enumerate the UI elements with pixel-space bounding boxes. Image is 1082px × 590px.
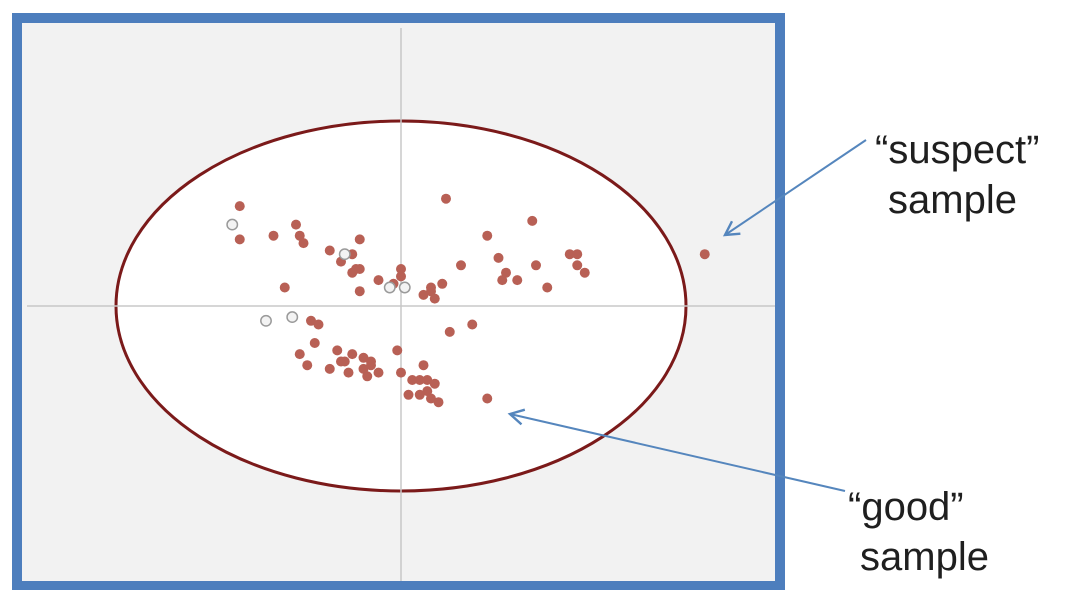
data-point [396, 264, 406, 274]
data-point [456, 260, 466, 271]
data-point [418, 289, 429, 300]
data-point [482, 393, 493, 404]
data-point [572, 260, 583, 271]
data-point [291, 219, 301, 230]
data-point [354, 264, 365, 274]
hollow-data-point [338, 248, 351, 261]
data-point [531, 260, 541, 271]
data-point [332, 345, 343, 356]
data-point [482, 230, 493, 241]
data-point [444, 326, 455, 337]
data-point [403, 389, 414, 400]
suspect-arrow [722, 139, 867, 237]
data-point [441, 193, 451, 204]
data-point [497, 275, 508, 286]
data-point [343, 367, 354, 378]
data-point [268, 230, 279, 241]
data-point [527, 215, 538, 226]
data-point [422, 375, 433, 385]
data-point [437, 278, 448, 289]
data-point [373, 275, 384, 286]
data-point [414, 389, 425, 400]
data-point [493, 252, 504, 263]
data-point [347, 267, 358, 278]
good-arrow [507, 408, 846, 492]
data-point [294, 349, 305, 360]
data-point [234, 234, 245, 245]
data-point [306, 315, 316, 326]
data-point [324, 245, 335, 256]
data-point [426, 393, 436, 404]
data-point [579, 267, 590, 278]
data-point [313, 319, 324, 330]
data-point [302, 360, 313, 371]
data-point [324, 363, 335, 374]
data-point [392, 345, 403, 356]
data-point [279, 282, 290, 293]
data-point [347, 349, 358, 360]
data-point [407, 375, 418, 385]
data-point [373, 367, 384, 378]
data-point [426, 282, 436, 293]
data-point [422, 386, 433, 397]
data-point [294, 230, 305, 241]
data-point [699, 249, 710, 260]
hollow-data-point [383, 281, 396, 294]
data-point [358, 363, 369, 374]
data-point [234, 201, 245, 212]
data-point [354, 234, 365, 245]
data-point [414, 375, 425, 385]
annotation-layer: “suspect” sample “good” sample [507, 128, 1040, 579]
data-point [418, 360, 429, 371]
data-points-layer [226, 193, 710, 408]
data-point [512, 275, 523, 286]
data-point [354, 286, 365, 297]
hollow-data-point [398, 281, 411, 294]
data-point [336, 356, 346, 367]
data-point [501, 267, 511, 278]
data-point [309, 338, 320, 348]
data-point [358, 352, 369, 363]
data-point [396, 367, 406, 378]
data-point [396, 271, 406, 282]
data-point [429, 378, 440, 389]
data-point [542, 282, 553, 293]
data-point [362, 371, 373, 382]
good-label-line1: “good” [848, 485, 964, 529]
good-label-line2: sample [860, 535, 989, 579]
data-point [429, 293, 440, 304]
data-point [467, 319, 478, 330]
data-point [298, 238, 309, 249]
hollow-data-point [260, 314, 272, 327]
data-point [433, 397, 444, 408]
suspect-label-line2: sample [888, 178, 1017, 222]
suspect-label-line1: “suspect” [875, 128, 1040, 172]
data-point [572, 249, 583, 260]
hollow-data-point [226, 218, 239, 231]
center-axes [27, 28, 775, 581]
hollow-data-point [286, 311, 299, 324]
data-point [366, 356, 376, 367]
data-point [564, 249, 575, 260]
